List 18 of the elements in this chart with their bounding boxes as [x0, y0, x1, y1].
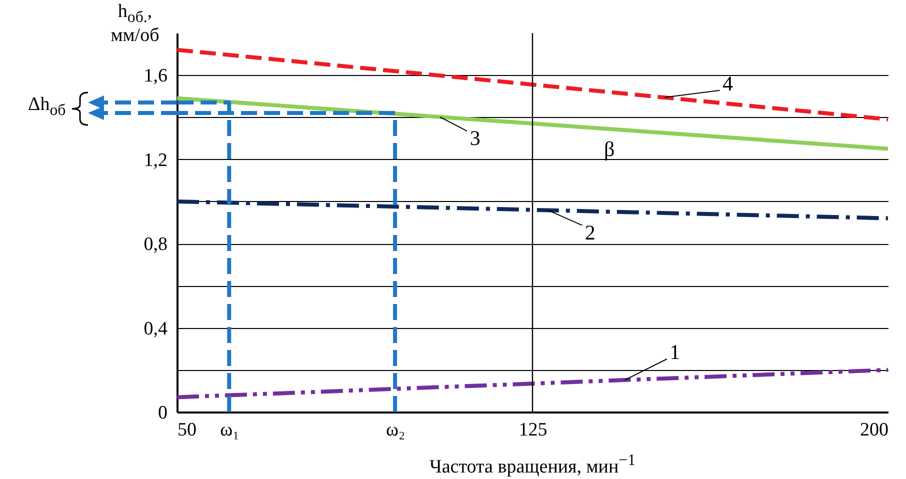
x-axis-title: Частота вращения, мин$^{−1}$ — [428, 452, 636, 478]
y-axis-title: h$_{об.}$, мм/об — [110, 1, 160, 48]
annotation: 3 — [470, 126, 480, 150]
x-tick-label: 125 — [518, 420, 548, 440]
x-tick-label: ω₂ — [386, 420, 406, 440]
y-tick-label: 1,6 — [144, 66, 168, 87]
annotation: β — [604, 137, 615, 162]
x-tick-label: 50 — [178, 420, 196, 440]
y-tick-label: 1,2 — [144, 150, 168, 171]
text: Δh$_{об}$ — [28, 94, 66, 119]
x-tick-label: ω₁ — [220, 420, 240, 440]
y-tick-label: 0,8 — [144, 234, 168, 256]
annotation: 1 — [670, 340, 680, 364]
x-tick-label: 200 — [860, 420, 888, 440]
annotation: 2 — [584, 220, 596, 244]
annotation: 4 — [722, 71, 734, 96]
y-tick-label: 0,4 — [144, 318, 168, 340]
y-tick-label: 0 — [158, 402, 168, 424]
